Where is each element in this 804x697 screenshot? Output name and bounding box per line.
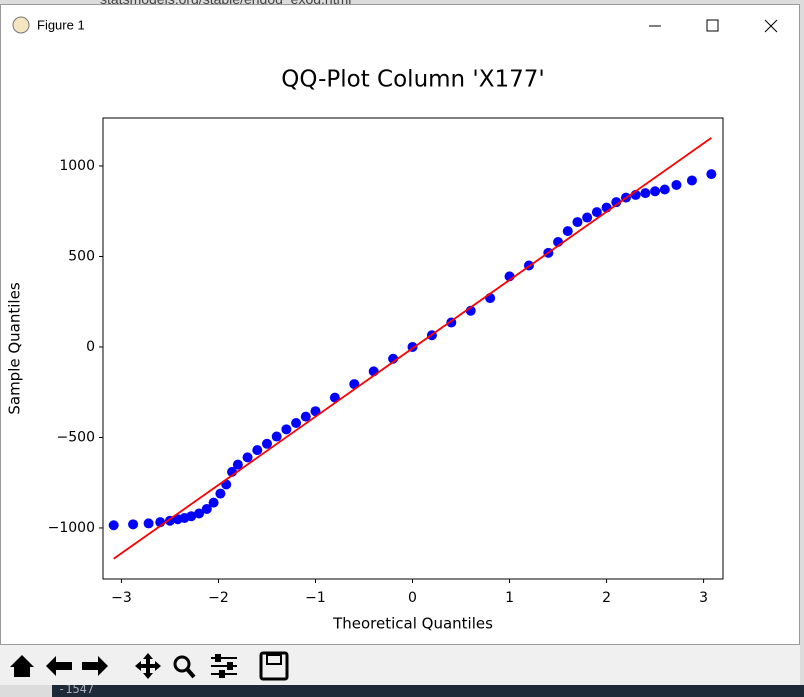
x-tick-label: −1 xyxy=(305,590,326,606)
home-button[interactable] xyxy=(10,655,34,677)
qq-point xyxy=(562,226,573,237)
x-tick-label: 0 xyxy=(408,590,417,606)
browser-url: statsmodels.org/stable/endog_exog.html xyxy=(100,0,351,7)
qq-point xyxy=(650,186,661,197)
configure-button[interactable] xyxy=(211,654,237,678)
qq-point xyxy=(143,518,154,529)
qq-point xyxy=(215,488,226,499)
qq-point xyxy=(108,520,119,531)
x-tick-label: 3 xyxy=(699,590,708,606)
toolbar-icons xyxy=(10,651,289,681)
qq-point xyxy=(128,519,139,530)
qq-point xyxy=(671,179,682,190)
y-tick-label: −500 xyxy=(57,429,95,445)
qq-point xyxy=(186,511,197,522)
x-axis-label: Theoretical Quantiles xyxy=(332,615,493,633)
qq-point xyxy=(300,411,311,422)
terminal-text: -1547 xyxy=(52,685,804,697)
qq-point xyxy=(281,424,292,435)
qq-point xyxy=(242,452,253,463)
fit-line xyxy=(113,137,712,560)
y-axis-label: Sample Quantiles xyxy=(6,282,24,414)
qq-point xyxy=(591,207,602,218)
qq-point xyxy=(201,503,212,514)
y-tick-label: 0 xyxy=(86,339,95,355)
chart-title: QQ-Plot Column 'X177' xyxy=(281,67,545,93)
qq-point xyxy=(582,212,593,223)
qq-point xyxy=(252,445,263,456)
pan-button[interactable] xyxy=(135,653,161,679)
y-tick-label: 500 xyxy=(68,248,95,264)
qq-point xyxy=(232,459,243,470)
x-tick-label: 1 xyxy=(505,590,514,606)
back-button[interactable] xyxy=(46,656,72,676)
maximize-button[interactable] xyxy=(706,19,719,32)
qq-point xyxy=(659,184,670,195)
qq-point xyxy=(686,175,697,186)
y-tick-label: 1000 xyxy=(59,158,95,174)
window: Figure 1 QQ-Plot Column 'X177' Theoretica… xyxy=(0,4,800,645)
forward-button[interactable] xyxy=(82,656,108,676)
plot-frame xyxy=(102,117,724,580)
window-title: Figure 1 xyxy=(37,17,85,32)
qq-point xyxy=(291,417,302,428)
qq-point xyxy=(310,406,321,417)
y-tick-label: −1000 xyxy=(48,520,95,536)
x-tick-label: −2 xyxy=(208,590,229,606)
figure: Figure 1 QQ-Plot Column 'X177' Theoretica… xyxy=(6,16,778,633)
qq-point xyxy=(271,431,282,442)
x-tick-label: 2 xyxy=(602,590,611,606)
toolbar xyxy=(0,645,800,685)
save-button[interactable] xyxy=(259,651,289,681)
qq-point xyxy=(194,508,205,519)
qq-point xyxy=(640,188,651,199)
close-button[interactable] xyxy=(764,19,778,33)
x-tick-label: −3 xyxy=(111,590,132,606)
zoom-button[interactable] xyxy=(173,655,196,679)
app-icon xyxy=(12,16,30,34)
qq-point xyxy=(261,438,272,449)
qq-point xyxy=(706,169,717,180)
qq-point xyxy=(572,217,583,228)
qq-point xyxy=(208,497,219,508)
qq-point xyxy=(611,197,622,208)
